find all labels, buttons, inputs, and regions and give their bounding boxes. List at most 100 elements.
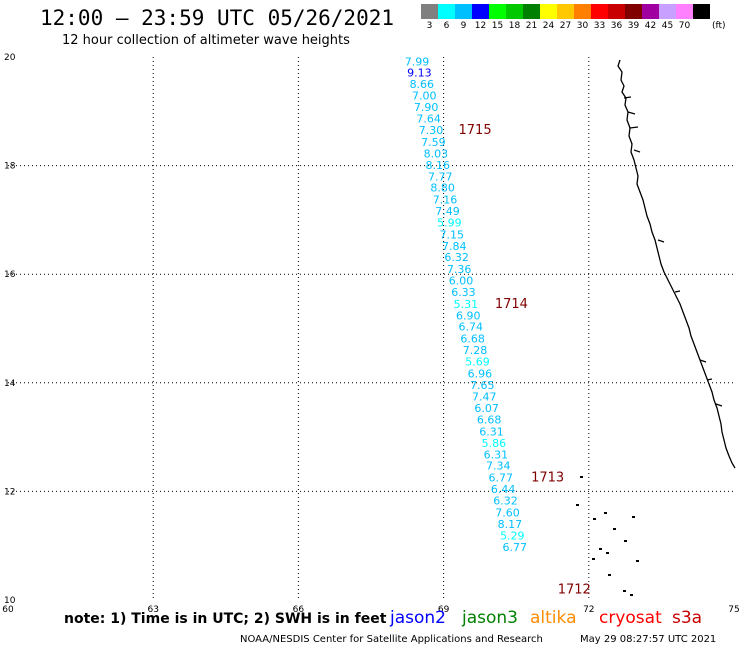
- legend-label: 15: [491, 21, 504, 31]
- lon-tick-label: 75: [728, 605, 739, 615]
- wave-height-value: 8.17: [498, 518, 523, 531]
- wave-height-value: 6.07: [474, 402, 499, 415]
- lon-tick-label: 63: [147, 605, 158, 615]
- wave-height-value: 6.31: [484, 448, 509, 461]
- island: [630, 594, 633, 596]
- island: [599, 548, 602, 550]
- lat-tick-label: 18: [4, 162, 16, 172]
- legend-label: 27: [559, 21, 572, 31]
- legend-label: 70: [678, 21, 691, 31]
- wave-height-value: 7.30: [419, 124, 444, 137]
- wave-height-value: 7.64: [416, 113, 441, 126]
- legend-swatch: [591, 4, 608, 19]
- island: [623, 590, 626, 592]
- island: [580, 476, 583, 478]
- footer-timestamp: May 29 08:27:57 UTC 2021: [580, 634, 717, 645]
- pass-time-label: 1715: [459, 123, 492, 138]
- legend-swatch: [608, 4, 625, 19]
- legend-swatch: [693, 4, 710, 19]
- wave-height-value: 7.84: [442, 240, 467, 253]
- color-legend: 3 6 9 12 15 18 21 24 27 30 33 36 39 42 45 70: [421, 4, 710, 31]
- legend-swatch: [455, 4, 472, 19]
- wave-height-value: 7.60: [495, 506, 520, 519]
- coast-detail: [623, 96, 632, 99]
- legend-label: 24: [542, 21, 555, 31]
- pass-time-label: 1714: [495, 297, 528, 312]
- wave-height-value: 7.59: [421, 136, 446, 149]
- wave-height-value: 6.44: [491, 483, 516, 496]
- wave-height-value: 6.32: [493, 494, 518, 507]
- coast-detail: [699, 359, 707, 363]
- legend-swatch: [506, 4, 523, 19]
- island: [592, 558, 595, 560]
- wave-height-value: 6.68: [460, 333, 485, 346]
- island: [624, 540, 627, 542]
- wave-height-value: 8.80: [430, 182, 455, 195]
- wave-height-value: 7.77: [428, 170, 453, 183]
- legend-swatch: [625, 4, 642, 19]
- legend-labels: 3 6 9 12 15 18 21 24 27 30 33 36 39 42 45 70: [421, 21, 710, 31]
- wave-height-value: 6.77: [502, 541, 527, 554]
- lat-tick-label: 16: [4, 270, 16, 280]
- wave-height-value: 6.74: [458, 321, 483, 334]
- wave-height-value: 8.16: [426, 159, 451, 172]
- wave-height-value: 5.31: [454, 298, 479, 311]
- legend-swatch: [540, 4, 557, 19]
- island: [613, 528, 616, 530]
- island: [606, 552, 609, 554]
- page-subtitle: 12 hour collection of altimeter wave hei…: [62, 33, 350, 48]
- legend-swatch: [489, 4, 506, 19]
- pass-time-label: 1713: [531, 471, 564, 486]
- island: [636, 560, 639, 562]
- wave-height-value: 6.90: [456, 309, 481, 322]
- legend-label: 6: [443, 21, 450, 31]
- island: [632, 516, 635, 518]
- legend-label: 42: [644, 21, 657, 31]
- wave-height-value: 7.90: [414, 101, 439, 114]
- legend-label: 12: [474, 21, 487, 31]
- legend-swatch: [642, 4, 659, 19]
- wave-height-value: 6.00: [449, 275, 474, 288]
- wave-height-value: 5.69: [465, 355, 490, 368]
- wave-height-value: 6.96: [468, 367, 493, 380]
- wave-height-value: 7.99: [405, 56, 430, 69]
- footer-note: note: 1) Time is in UTC; 2) SWH is in fe…: [64, 611, 387, 627]
- wave-height-value: 5.99: [437, 216, 462, 229]
- legend-label: 33: [593, 21, 606, 31]
- coast-detail: [627, 111, 636, 115]
- wave-height-value: 7.47: [472, 391, 497, 404]
- wave-height-value: 7.16: [433, 194, 458, 207]
- coast-detail: [657, 239, 665, 243]
- lat-tick-label: 20: [4, 53, 16, 63]
- lon-tick-label: 66: [293, 605, 305, 615]
- sat-cryosat: cryosat: [599, 608, 662, 628]
- wave-height-value: 7.65: [470, 379, 495, 392]
- pass-time-label: 1712: [558, 582, 591, 597]
- legend-swatch: [676, 4, 693, 19]
- wave-height-value: 8.03: [424, 147, 449, 160]
- coastline: [617, 59, 736, 469]
- lon-tick-label: 60: [2, 605, 14, 615]
- island: [604, 512, 607, 514]
- legend-label: 39: [627, 21, 640, 31]
- lon-tick-label: 72: [583, 605, 594, 615]
- wave-height-value: 9.13: [407, 67, 432, 80]
- lon-tick-label: 69: [438, 605, 450, 615]
- wave-height-value: 7.49: [435, 205, 460, 218]
- island: [593, 518, 596, 520]
- legend-label: 3: [426, 21, 433, 31]
- legend-swatch: [659, 4, 676, 19]
- legend-label: 21: [525, 21, 538, 31]
- sat-jason3: jason3: [462, 608, 518, 628]
- wave-height-value: 8.66: [410, 78, 435, 91]
- legend-swatch: [421, 4, 438, 19]
- legend-label: 36: [610, 21, 623, 31]
- wave-height-value: 6.77: [488, 472, 513, 485]
- wave-height-value: 7.28: [463, 344, 488, 357]
- coast-detail: [674, 290, 681, 293]
- coast-detail: [633, 149, 641, 153]
- legend-label: 9: [460, 21, 467, 31]
- island: [576, 504, 579, 506]
- wave-height-value: 6.32: [444, 251, 469, 264]
